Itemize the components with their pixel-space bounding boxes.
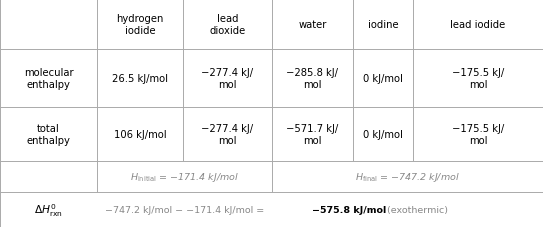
Text: lead iodide: lead iodide: [450, 20, 506, 30]
Text: 106 kJ/mol: 106 kJ/mol: [113, 129, 166, 139]
Text: water: water: [298, 20, 327, 30]
Text: −277.4 kJ/
mol: −277.4 kJ/ mol: [201, 68, 254, 89]
Text: lead
dioxide: lead dioxide: [210, 14, 245, 36]
Text: −575.8 kJ/mol: −575.8 kJ/mol: [312, 205, 386, 214]
Text: −175.5 kJ/
mol: −175.5 kJ/ mol: [452, 68, 504, 89]
Text: 0 kJ/mol: 0 kJ/mol: [363, 129, 403, 139]
Text: −285.8 kJ/
mol: −285.8 kJ/ mol: [287, 68, 338, 89]
Text: molecular
enthalpy: molecular enthalpy: [24, 68, 73, 89]
Text: iodine: iodine: [368, 20, 399, 30]
Text: −175.5 kJ/
mol: −175.5 kJ/ mol: [452, 124, 504, 145]
Text: −747.2 kJ/mol − −171.4 kJ/mol =: −747.2 kJ/mol − −171.4 kJ/mol =: [105, 205, 267, 214]
Text: (exothermic): (exothermic): [383, 205, 447, 214]
Text: total
enthalpy: total enthalpy: [27, 124, 71, 145]
Text: −571.7 kJ/
mol: −571.7 kJ/ mol: [286, 124, 339, 145]
Text: −277.4 kJ/
mol: −277.4 kJ/ mol: [201, 124, 254, 145]
Text: 0 kJ/mol: 0 kJ/mol: [363, 74, 403, 84]
Text: 26.5 kJ/mol: 26.5 kJ/mol: [112, 74, 168, 84]
Text: $\Delta H^0_{\rm rxn}$: $\Delta H^0_{\rm rxn}$: [34, 201, 63, 218]
Text: $H_{\rm final}$ = −747.2 kJ/mol: $H_{\rm final}$ = −747.2 kJ/mol: [355, 170, 460, 183]
Text: hydrogen
iodide: hydrogen iodide: [116, 14, 163, 36]
Text: $H_{\rm initial}$ = −171.4 kJ/mol: $H_{\rm initial}$ = −171.4 kJ/mol: [130, 170, 239, 183]
